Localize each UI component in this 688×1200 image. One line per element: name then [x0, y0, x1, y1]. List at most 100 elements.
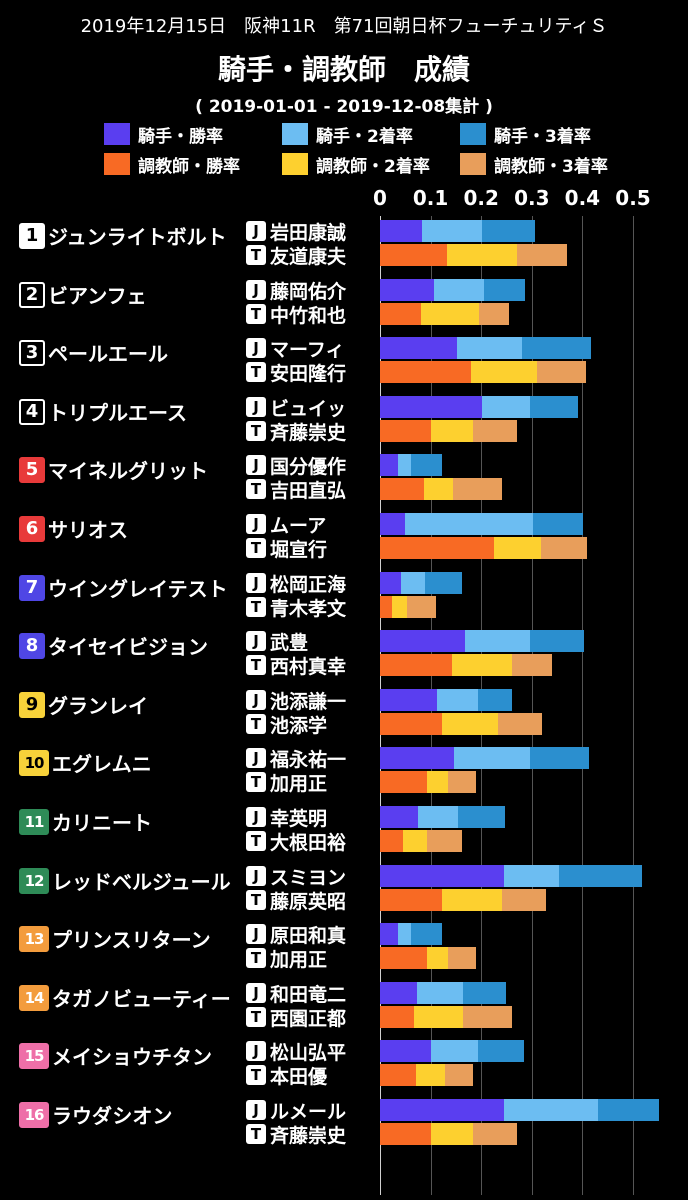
jockey-name: 和田竜二 [270, 983, 347, 1006]
horse-number-badge: 4 [19, 398, 45, 425]
legend-swatch [460, 123, 486, 145]
trainer-name: 大根田裕 [270, 832, 347, 854]
trainer-bar-win [380, 712, 443, 735]
jockey-bar-win [380, 395, 483, 418]
trainer-bar-second [430, 419, 473, 442]
horse-number-badge: 1 [19, 223, 45, 249]
trainer-mark: T [246, 362, 266, 383]
jockey-mark: J [246, 221, 266, 241]
trainer-bar-second [493, 537, 542, 559]
horse-name: プリンスリターン [52, 928, 211, 953]
jockey-bar-win [380, 981, 417, 1004]
trainer-bar-third [448, 771, 477, 794]
trainer-mark: T [246, 303, 266, 324]
x-tick-label: 0.4 [564, 186, 601, 210]
trainer-bar-second [451, 654, 512, 677]
jockey-bar-second [398, 454, 411, 477]
horse-number-badge: 8 [19, 633, 45, 660]
jockey-bar-win [380, 688, 438, 711]
horse-name: タイセイビジョン [48, 635, 208, 660]
jockey-bar-third [532, 513, 584, 535]
jockey-mark: J [246, 748, 266, 769]
horse-number-badge: 5 [19, 457, 45, 484]
trainer-name: 青木孝文 [270, 597, 347, 620]
legend-label: 調教師・3着率 [494, 156, 608, 177]
horse-name: グランレイ [48, 693, 148, 718]
horse-number-badge: 15 [19, 1043, 49, 1070]
horse-row: 14 タガノビューティー J 和田竜二 T 西園正都 [0, 980, 688, 1038]
trainer-name: 西村真幸 [270, 656, 347, 679]
trainer-bar-third [478, 302, 509, 325]
trainer-bar-second [423, 478, 454, 501]
x-tick-label: 0.1 [412, 186, 449, 210]
jockey-bar-third [462, 981, 506, 1004]
horse-row: 16 ラウダシオン J ルメール T 斉藤崇史 [0, 1097, 688, 1155]
horse-number-badge: 3 [19, 340, 45, 367]
horse-number-badge: 13 [19, 926, 49, 953]
horse-name: ジュンライトボルト [48, 225, 227, 249]
jockey-bar-second [464, 630, 531, 653]
legend-swatch [282, 123, 308, 145]
jockey-mark: J [246, 572, 266, 593]
jockey-bar-third [484, 278, 526, 301]
trainer-bar-third [472, 1123, 518, 1145]
trainer-bar-win [380, 361, 472, 384]
jockey-mark: J [246, 514, 266, 534]
jockey-mark: J [246, 279, 266, 300]
trainer-bar-win [380, 419, 431, 442]
trainer-bar-third [502, 888, 546, 911]
horse-row: 12 レッドベルジュール J スミヨン T 藤原英昭 [0, 863, 688, 921]
jockey-bar-third [478, 1040, 524, 1063]
trainer-bar-second [430, 1123, 473, 1145]
trainer-bar-win [380, 478, 424, 501]
jockey-bar-second [431, 1040, 479, 1063]
horse-row: 5 マイネルグリット J 国分優作 T 吉田直弘 [0, 452, 688, 510]
jockey-name: 原田和真 [270, 925, 347, 948]
trainer-bar-third [516, 244, 568, 266]
jockey-mark: J [246, 865, 266, 886]
trainer-mark: T [246, 948, 266, 969]
trainer-bar-win [380, 830, 404, 852]
horse-name: メイショウチタン [52, 1045, 212, 1070]
horse-row: 10 エグレムニ J 福永祐一 T 加用正 [0, 745, 688, 803]
trainer-bar-third [498, 712, 543, 735]
legend-swatch [104, 123, 130, 145]
horse-number-badge: 7 [19, 574, 45, 601]
horse-row: 9 グランレイ J 池添謙一 T 池添学 [0, 687, 688, 745]
jockey-bar-win [380, 454, 399, 477]
jockey-bar-second [417, 806, 458, 828]
trainer-bar-win [380, 888, 442, 911]
legend-item-trainer-3rd: 調教師・3着率 [460, 151, 608, 177]
trainer-mark: T [246, 1006, 266, 1027]
trainer-bar-second [441, 888, 503, 911]
trainer-name: 斉藤崇史 [270, 1125, 347, 1147]
jockey-bar-second [482, 395, 530, 418]
x-tick-label: 0.3 [514, 186, 550, 210]
jockey-name: 岩田康誠 [270, 222, 347, 244]
trainer-bar-second [427, 947, 449, 970]
jockey-bar-win [380, 337, 457, 360]
trainer-bar-second [415, 1064, 445, 1087]
horse-row: 8 タイセイビジョン J 武豊 T 西村真幸 [0, 628, 688, 686]
horse-name: レッドベルジュール [52, 869, 231, 894]
trainer-name: 中竹和也 [270, 304, 347, 327]
trainer-mark: T [246, 1124, 266, 1144]
trainer-bar-third [462, 1005, 512, 1028]
trainer-mark: T [246, 245, 266, 265]
jockey-bar-third [530, 630, 584, 653]
jockey-mark: J [246, 807, 266, 827]
horse-name: サリオス [48, 518, 128, 542]
horse-number-badge: 16 [19, 1102, 49, 1128]
jockey-mark: J [246, 338, 266, 359]
trainer-bar-third [511, 654, 552, 677]
trainer-mark: T [246, 655, 266, 676]
legend-label: 騎手・2着率 [316, 126, 413, 147]
horse-name: エグレムニ [52, 752, 152, 777]
jockey-bar-second [437, 688, 479, 711]
trainer-bar-second [392, 595, 408, 618]
trainer-bar-second [447, 244, 517, 266]
jockey-bar-third [598, 1099, 660, 1121]
jockey-name: ムーア [270, 515, 327, 537]
jockey-bar-win [380, 220, 422, 242]
horse-name: ペールエール [48, 342, 168, 367]
